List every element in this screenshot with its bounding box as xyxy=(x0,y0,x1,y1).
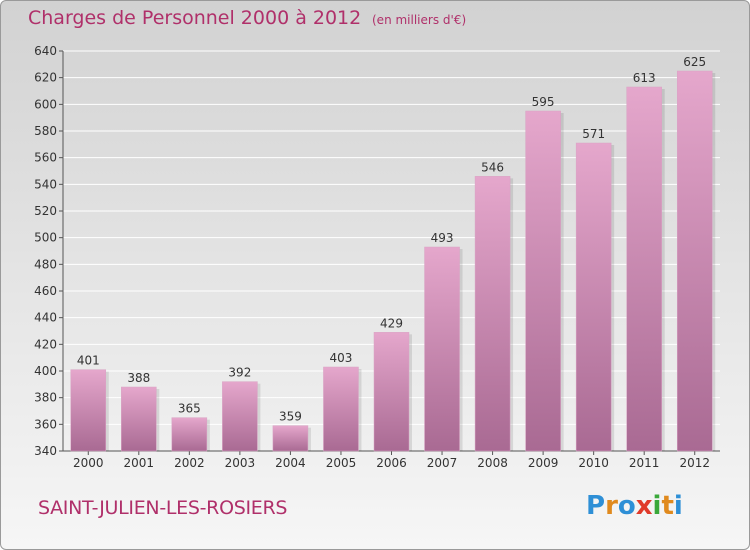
logo-letter: x xyxy=(635,491,653,521)
bar-value-label: 403 xyxy=(330,351,353,365)
proxiti-logo: Proxiti xyxy=(586,491,683,521)
bar xyxy=(626,86,662,452)
x-tick-label: 2002 xyxy=(174,456,205,470)
bar-value-label: 429 xyxy=(380,316,403,330)
bars: 401 388 365 392 359 403 429 493 546 595 571 613 625 xyxy=(70,55,716,452)
chart-title: Charges de Personnel 2000 à 2012 xyxy=(28,7,362,29)
bar-value-label: 392 xyxy=(228,366,251,380)
bar xyxy=(676,70,713,452)
bar xyxy=(222,381,258,452)
bar-value-label: 595 xyxy=(532,95,555,109)
y-tick-label: 560 xyxy=(34,151,57,165)
x-tick-label: 2011 xyxy=(629,456,660,470)
bar xyxy=(373,332,410,452)
bar-value-label: 401 xyxy=(77,354,100,368)
y-tick-label: 600 xyxy=(34,97,57,111)
logo-letter: o xyxy=(617,491,636,521)
y-tick-label: 620 xyxy=(34,71,57,85)
y-tick-label: 340 xyxy=(34,444,57,458)
x-tick-label: 2012 xyxy=(679,456,710,470)
commune-name: SAINT-JULIEN-LES-ROSIERS xyxy=(38,497,288,519)
bar-value-label: 388 xyxy=(127,371,150,385)
logo-letter: i xyxy=(652,491,662,521)
bar-value-label: 571 xyxy=(582,127,605,141)
y-tick-label: 580 xyxy=(34,124,57,138)
bar xyxy=(323,366,359,452)
y-tick-label: 440 xyxy=(34,311,57,325)
y-tick-label: 520 xyxy=(34,204,57,218)
bar-value-label: 359 xyxy=(279,410,302,424)
y-tick-label: 380 xyxy=(34,391,57,405)
bar xyxy=(272,425,309,452)
bar xyxy=(70,369,107,452)
bar xyxy=(525,110,561,452)
bar-value-label: 365 xyxy=(178,402,201,416)
y-tick-label: 460 xyxy=(34,284,57,298)
x-tick-label: 2005 xyxy=(326,456,357,470)
x-tick-label: 2008 xyxy=(477,456,508,470)
bar-value-label: 625 xyxy=(683,55,706,69)
x-tick-label: 2010 xyxy=(578,456,609,470)
logo-letter: i xyxy=(673,491,683,521)
y-tick-label: 420 xyxy=(34,337,57,351)
x-tick-label: 2003 xyxy=(225,456,256,470)
y-tick-label: 480 xyxy=(34,257,57,271)
bar-value-label: 493 xyxy=(431,231,454,245)
x-tick-label: 2006 xyxy=(376,456,407,470)
logo-letter: r xyxy=(605,491,618,521)
y-tick-label: 400 xyxy=(34,364,57,378)
bar-value-label: 546 xyxy=(481,160,504,174)
x-tick-label: 2004 xyxy=(275,456,306,470)
y-tick-label: 540 xyxy=(34,177,57,191)
logo-letter: t xyxy=(661,491,674,521)
y-tick-label: 360 xyxy=(34,417,57,431)
logo-letter: P xyxy=(586,491,606,521)
x-tick-label: 2007 xyxy=(427,456,458,470)
chart-unit-subtitle: (en milliers d'€) xyxy=(372,13,467,27)
bar xyxy=(424,246,460,452)
y-tick-label: 500 xyxy=(34,231,57,245)
x-tick-label: 2000 xyxy=(73,456,104,470)
bar xyxy=(474,176,511,452)
bar xyxy=(121,386,157,452)
x-tick-label: 2009 xyxy=(528,456,559,470)
bar xyxy=(575,142,612,452)
y-tick-label: 640 xyxy=(34,44,57,58)
x-tick-label: 2001 xyxy=(124,456,155,470)
bar xyxy=(171,417,208,452)
bar-value-label: 613 xyxy=(633,71,656,85)
